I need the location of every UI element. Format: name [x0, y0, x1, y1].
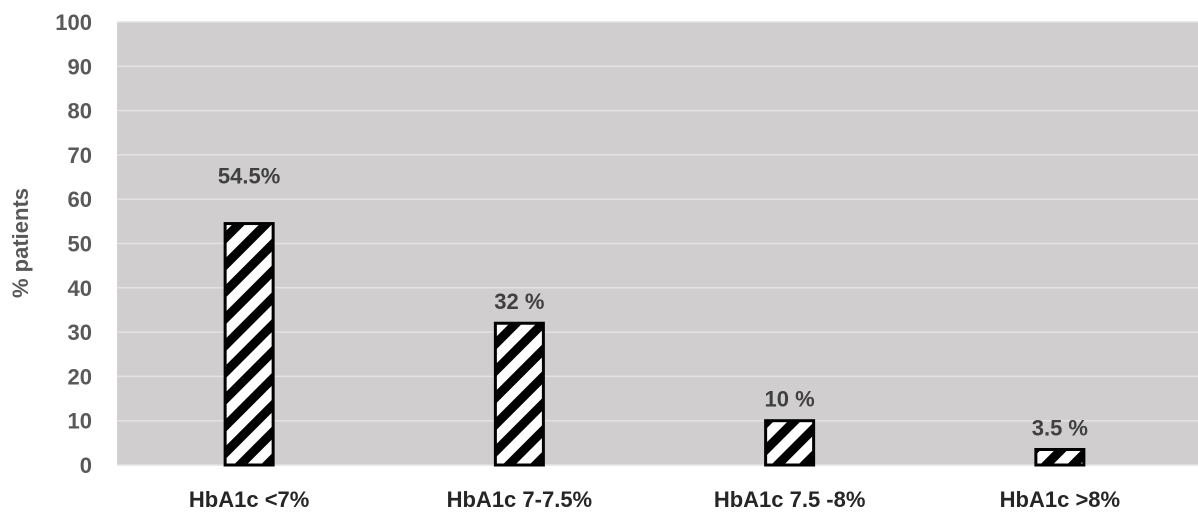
y-tick-label: 100 — [55, 10, 92, 35]
data-label: 10 % — [765, 387, 815, 412]
bar — [223, 222, 275, 467]
x-axis-ticks: HbA1c <7% HbA1c 7-7.5% HbA1c 7.5 -8% HbA1c … — [189, 487, 1120, 512]
bar — [764, 419, 816, 467]
data-labels: 54.5% 32 % 10 % 3.5 % — [218, 164, 1088, 441]
y-tick-label: 40 — [68, 276, 92, 301]
x-tick-label: HbA1c 7-7.5% — [447, 487, 593, 512]
y-tick-label: 90 — [68, 54, 92, 79]
y-tick-label: 70 — [68, 143, 92, 168]
x-tick-label: HbA1c >8% — [1000, 487, 1120, 512]
data-label: 3.5 % — [1032, 415, 1088, 440]
y-axis-label: % patients — [8, 188, 33, 298]
y-tick-label: 20 — [68, 364, 92, 389]
gridlines — [117, 21, 1198, 466]
y-tick-label: 10 — [68, 409, 92, 434]
y-tick-label: 60 — [68, 187, 92, 212]
y-tick-label: 0 — [80, 453, 92, 478]
y-tick-label: 50 — [68, 232, 92, 257]
data-label: 54.5% — [218, 164, 280, 189]
data-label: 32 % — [494, 289, 544, 314]
y-axis-ticks: 0 10 20 30 40 50 60 70 80 90 100 — [55, 10, 92, 478]
y-tick-label: 80 — [68, 99, 92, 124]
x-tick-label: HbA1c 7.5 -8% — [714, 487, 866, 512]
bars — [223, 222, 1086, 467]
bar — [493, 321, 545, 467]
x-tick-label: HbA1c <7% — [189, 487, 309, 512]
bar — [1034, 447, 1086, 467]
y-tick-label: 30 — [68, 320, 92, 345]
